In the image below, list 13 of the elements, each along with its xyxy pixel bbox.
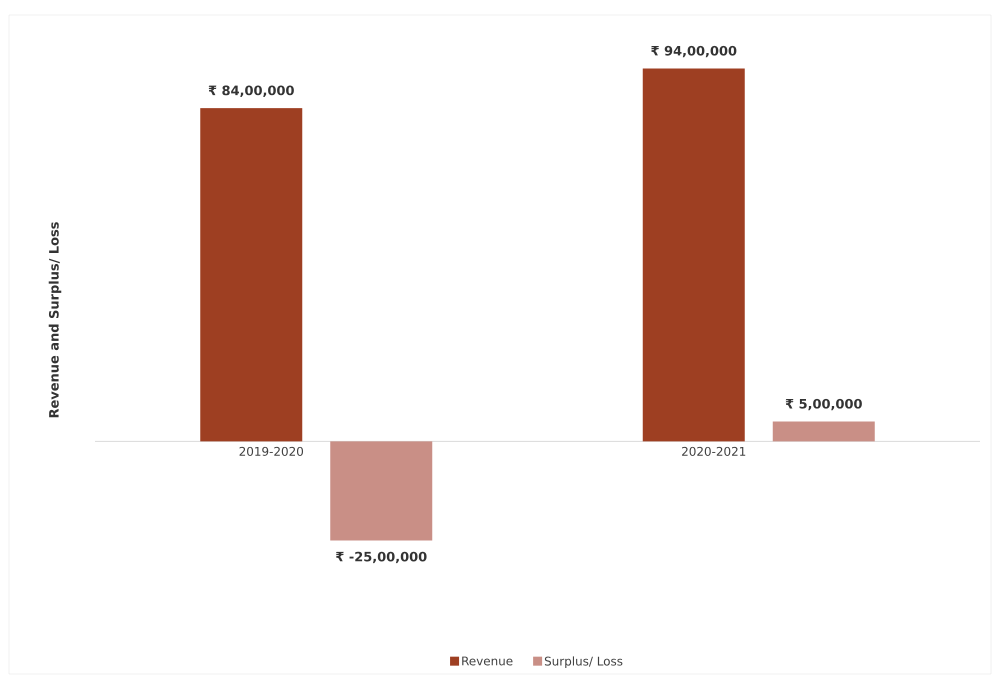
bar (200, 108, 302, 442)
y-axis-title: Revenue and Surplus/ Loss (48, 222, 62, 418)
bar (642, 68, 745, 442)
bar (772, 422, 875, 442)
data-label: ₹ 5,00,000 (786, 398, 862, 410)
bar (330, 441, 432, 540)
x-tick-label: 2020-2021 (682, 446, 746, 456)
legend-label: Surplus/ Loss (544, 656, 622, 668)
x-tick-label: 2019-2020 (240, 446, 304, 456)
data-label: ₹ 84,00,000 (208, 85, 294, 97)
data-label: ₹ 94,00,000 (651, 46, 736, 58)
legend-label: Revenue (462, 656, 512, 666)
data-label: ₹ -25,00,000 (336, 552, 427, 564)
